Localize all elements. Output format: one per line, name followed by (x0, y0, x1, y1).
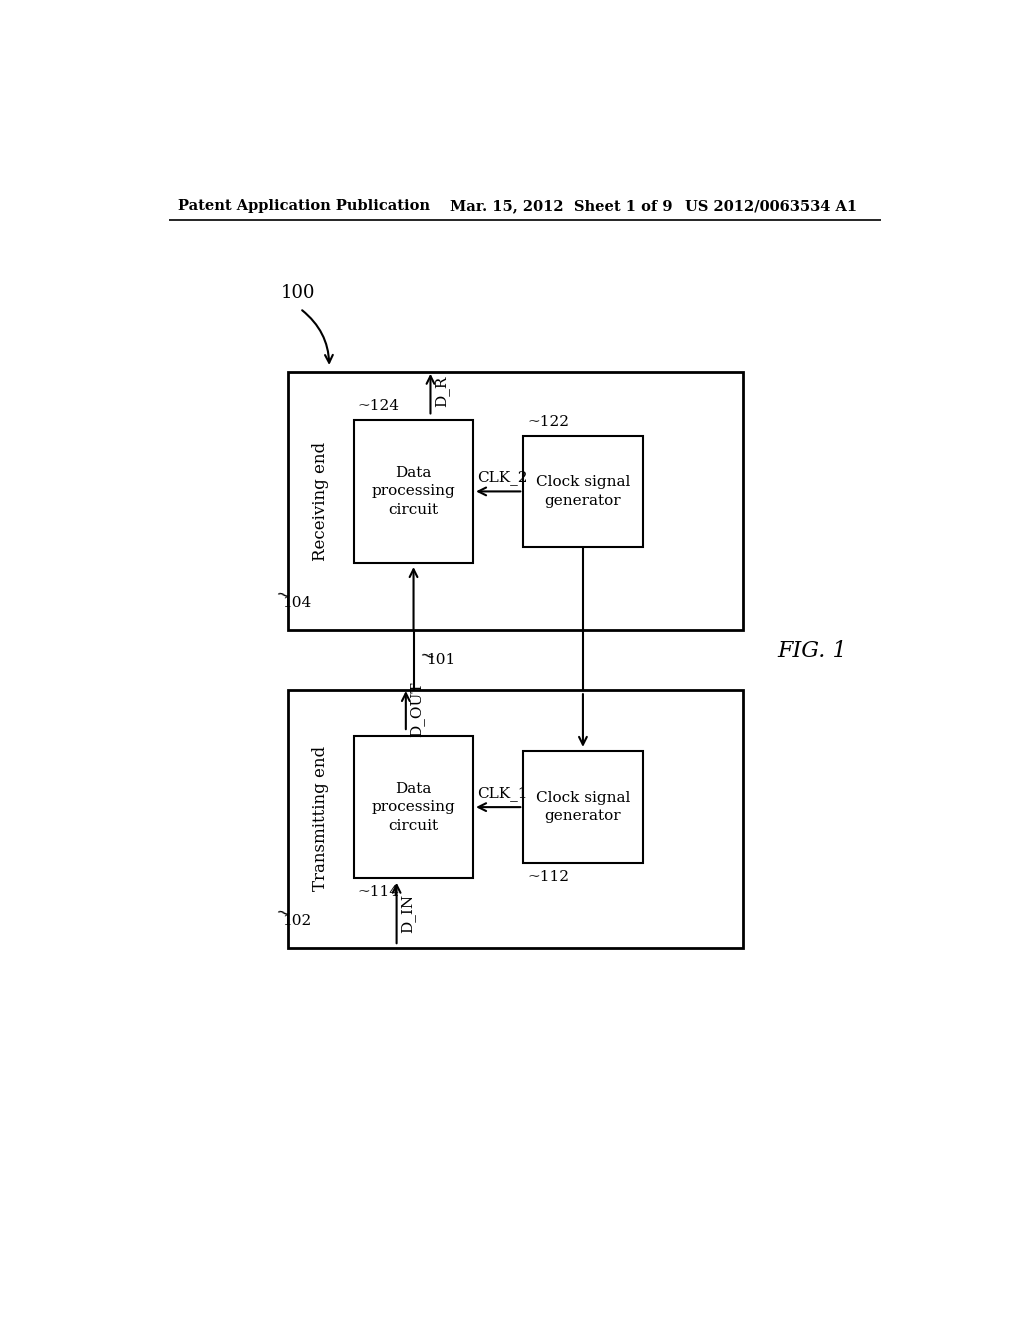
Text: ~112: ~112 (527, 870, 569, 884)
Text: Clock signal
generator: Clock signal generator (536, 475, 630, 508)
Text: ~: ~ (273, 903, 292, 924)
FancyArrowPatch shape (302, 310, 333, 363)
Text: CLK_2: CLK_2 (477, 470, 527, 484)
Text: Patent Application Publication: Patent Application Publication (178, 199, 430, 213)
Text: ~122: ~122 (527, 414, 569, 429)
Text: Transmitting end: Transmitting end (312, 746, 330, 891)
Bar (354, 420, 473, 562)
Text: 100: 100 (281, 284, 315, 302)
Text: ~: ~ (273, 585, 292, 606)
Text: 101: 101 (426, 653, 455, 667)
Text: 102: 102 (283, 913, 311, 928)
Bar (289, 689, 742, 948)
Text: Data
processing
circuit: Data processing circuit (372, 466, 456, 517)
Text: 104: 104 (283, 597, 311, 610)
Bar (523, 436, 643, 548)
Text: Data
processing
circuit: Data processing circuit (372, 781, 456, 833)
Text: D_R: D_R (434, 375, 449, 407)
Text: US 2012/0063534 A1: US 2012/0063534 A1 (685, 199, 857, 213)
Text: ~124: ~124 (357, 400, 399, 413)
Text: CLK_1: CLK_1 (477, 785, 527, 801)
Bar (523, 751, 643, 863)
Text: D_OUT: D_OUT (410, 681, 424, 737)
Text: ~: ~ (418, 645, 436, 667)
Text: ~114: ~114 (357, 886, 399, 899)
Text: Mar. 15, 2012  Sheet 1 of 9: Mar. 15, 2012 Sheet 1 of 9 (451, 199, 673, 213)
Text: Receiving end: Receiving end (312, 442, 330, 561)
Bar (289, 372, 742, 631)
Text: Clock signal
generator: Clock signal generator (536, 791, 630, 824)
Text: D_IN: D_IN (400, 894, 415, 932)
Text: FIG. 1: FIG. 1 (777, 640, 847, 663)
Bar (354, 737, 473, 878)
